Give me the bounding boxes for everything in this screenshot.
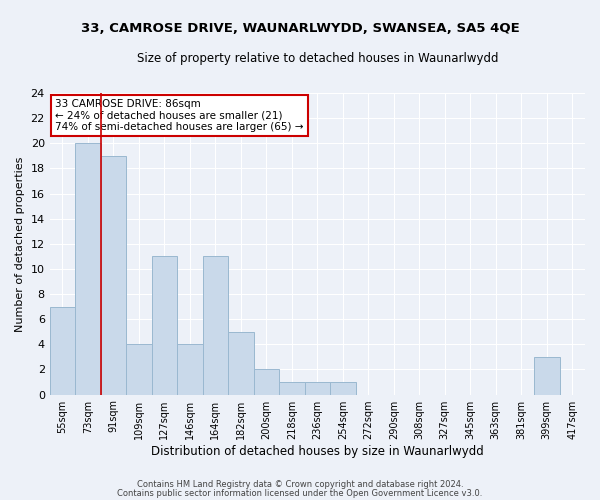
Text: Contains HM Land Registry data © Crown copyright and database right 2024.: Contains HM Land Registry data © Crown c…: [137, 480, 463, 489]
Bar: [279, 382, 305, 394]
Bar: [305, 382, 330, 394]
Bar: [75, 144, 101, 394]
Bar: [228, 332, 254, 394]
Bar: [177, 344, 203, 395]
Text: 33, CAMROSE DRIVE, WAUNARLWYDD, SWANSEA, SA5 4QE: 33, CAMROSE DRIVE, WAUNARLWYDD, SWANSEA,…: [80, 22, 520, 36]
Bar: [534, 357, 560, 395]
Title: Size of property relative to detached houses in Waunarlwydd: Size of property relative to detached ho…: [137, 52, 498, 66]
X-axis label: Distribution of detached houses by size in Waunarlwydd: Distribution of detached houses by size …: [151, 444, 484, 458]
Bar: [50, 306, 75, 394]
Bar: [101, 156, 126, 394]
Text: 33 CAMROSE DRIVE: 86sqm
← 24% of detached houses are smaller (21)
74% of semi-de: 33 CAMROSE DRIVE: 86sqm ← 24% of detache…: [55, 99, 304, 132]
Y-axis label: Number of detached properties: Number of detached properties: [15, 156, 25, 332]
Bar: [152, 256, 177, 394]
Text: Contains public sector information licensed under the Open Government Licence v3: Contains public sector information licen…: [118, 490, 482, 498]
Bar: [203, 256, 228, 394]
Bar: [126, 344, 152, 395]
Bar: [254, 370, 279, 394]
Bar: [330, 382, 356, 394]
